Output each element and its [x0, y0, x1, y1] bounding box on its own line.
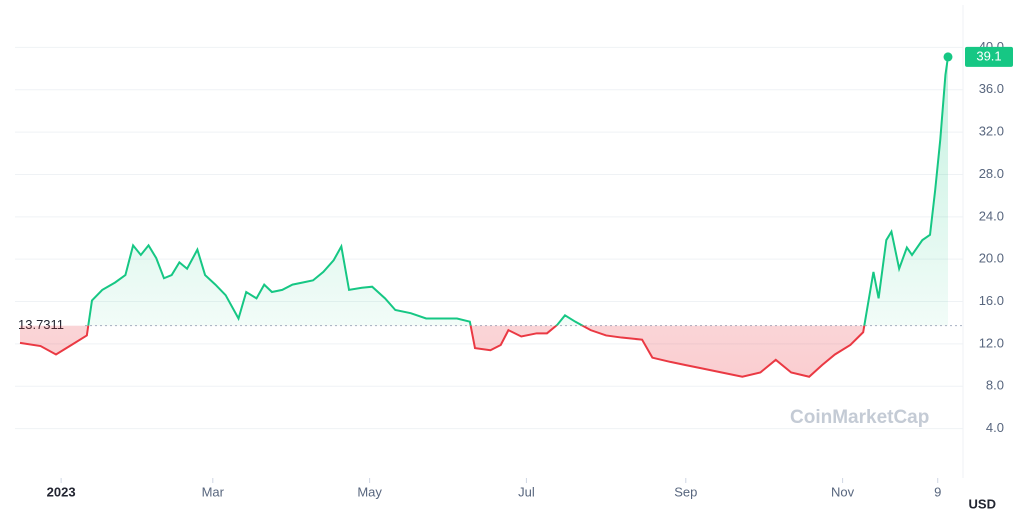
area-down	[20, 325, 865, 377]
watermark: CoinMarketCap	[790, 407, 929, 428]
y-tick-label: 12.0	[979, 335, 1004, 350]
y-tick-label: 36.0	[979, 81, 1004, 96]
price-line-down	[19, 325, 866, 378]
area-up	[20, 56, 948, 326]
last-price-label: 39.1	[976, 48, 1001, 63]
x-tick-label: 9	[934, 484, 941, 499]
x-tick-label: 2023	[47, 484, 76, 499]
y-tick-label: 20.0	[979, 251, 1004, 266]
y-tick-label: 8.0	[986, 378, 1004, 393]
last-price-bg	[965, 46, 1013, 67]
x-tick-label: May	[357, 484, 382, 499]
price-line-up	[87, 56, 949, 326]
currency-label: USD	[969, 496, 996, 511]
y-tick-label: 28.0	[979, 166, 1004, 181]
x-tick-label: Jul	[518, 484, 535, 499]
y-tick-label: 4.0	[986, 420, 1004, 435]
x-tick-label: Nov	[831, 484, 855, 499]
x-tick-label: Mar	[202, 484, 225, 499]
y-tick-label: 32.0	[979, 124, 1004, 139]
y-tick-label: 24.0	[979, 208, 1004, 223]
last-point	[943, 52, 953, 62]
x-tick-label: Sep	[674, 484, 697, 499]
y-tick-label: 16.0	[979, 293, 1004, 308]
